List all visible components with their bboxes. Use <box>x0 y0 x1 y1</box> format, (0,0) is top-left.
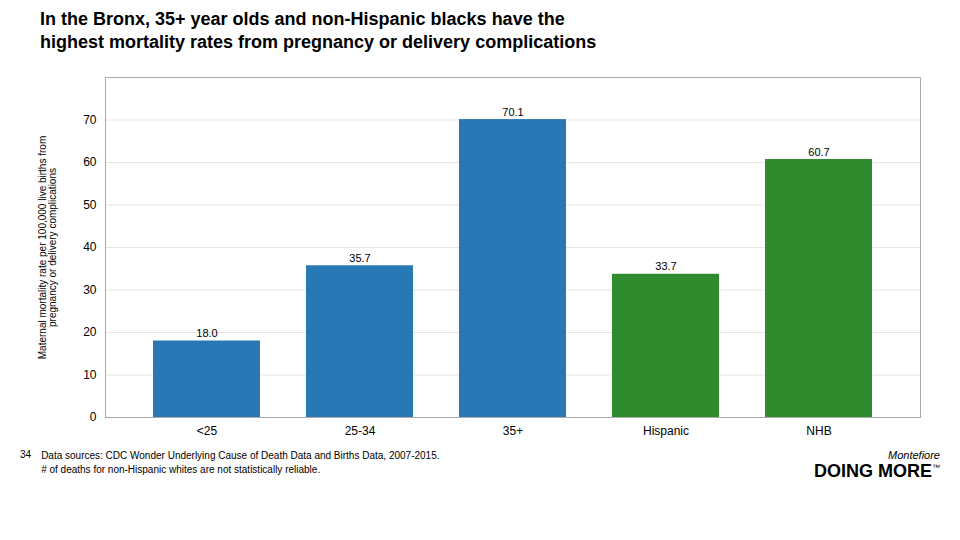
html-text:# of deaths for non-Hispanic w: # of deaths for non-Hispanic whites are … <box>41 464 321 475</box>
svg-text:30: 30 <box>83 283 97 297</box>
html-text:Data sources: CDC Wonder Under: Data sources: CDC Wonder Underlying Caus… <box>41 450 440 461</box>
svg-text:Maternal mortality rate per 10: Maternal mortality rate per 100,000 live… <box>37 136 58 359</box>
html-text:In the Bronx, 35+ year olds an: In the Bronx, 35+ year olds and non-Hisp… <box>40 9 597 52</box>
html-text:34: 34 <box>20 449 32 460</box>
svg-text:70.1: 70.1 <box>502 106 523 118</box>
svg-text:50: 50 <box>83 198 97 212</box>
svg-text:35+: 35+ <box>503 424 523 438</box>
svg-text:Hispanic: Hispanic <box>643 424 689 438</box>
svg-text:40: 40 <box>83 240 97 254</box>
html-text:Montefiore: Montefiore <box>888 449 940 461</box>
svg-text:60.7: 60.7 <box>808 146 829 158</box>
svg-text:60: 60 <box>83 155 97 169</box>
svg-text:33.7: 33.7 <box>655 260 676 272</box>
svg-text:0: 0 <box>90 410 97 424</box>
svg-text:35.7: 35.7 <box>349 252 370 264</box>
svg-text:NHB: NHB <box>806 424 831 438</box>
html-text:DOING MORE: DOING MORE <box>814 461 932 481</box>
svg-text:25-34: 25-34 <box>345 424 376 438</box>
svg-text:10: 10 <box>83 368 97 382</box>
svg-text:20: 20 <box>83 325 97 339</box>
svg-text:70: 70 <box>83 113 97 127</box>
svg-text:18.0: 18.0 <box>196 327 217 339</box>
svg-text:<25: <25 <box>197 424 218 438</box>
